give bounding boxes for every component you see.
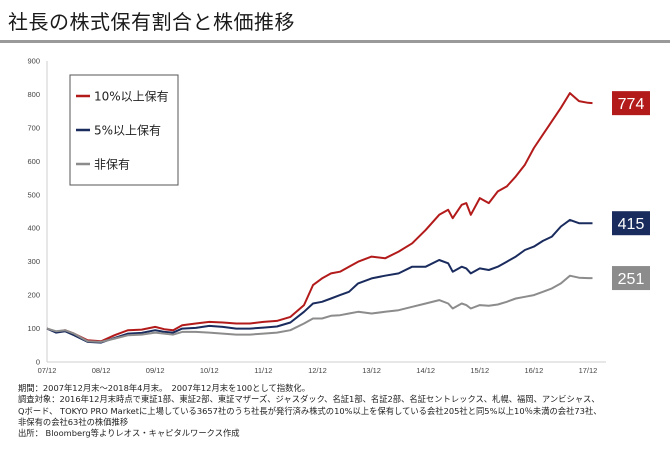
x-tick-label: 13/12 bbox=[362, 366, 381, 375]
legend-label: 非保有 bbox=[94, 158, 130, 172]
footnote-period: 期間：2007年12月末～2018年4月末。 2007年12月末を100として指… bbox=[18, 383, 311, 393]
y-tick-label: 100 bbox=[27, 324, 40, 333]
end-label-box bbox=[612, 91, 650, 116]
end-label-box bbox=[612, 211, 650, 236]
y-tick-label: 500 bbox=[27, 190, 40, 199]
footnote-scope-line2: Qボード、 TOKYO PRO Marketに上場している3657社のうち社長が… bbox=[18, 405, 602, 416]
x-tick-label: 12/12 bbox=[308, 366, 327, 375]
series-line bbox=[46, 218, 593, 344]
end-label-box bbox=[612, 266, 650, 291]
end-label-text: 415 bbox=[618, 216, 645, 233]
y-tick-label: 0 bbox=[36, 358, 40, 367]
x-tick-label: 08/12 bbox=[92, 366, 111, 375]
x-tick-label: 11/12 bbox=[254, 366, 272, 375]
x-tick-label: 07/12 bbox=[38, 366, 57, 375]
footnotes: 期間：2007年12月末～2018年4月末。 2007年12月末を100として指… bbox=[18, 383, 658, 439]
legend-label: 10%以上保有 bbox=[94, 90, 169, 104]
series-line bbox=[46, 274, 593, 343]
footnote-scope-line3: 非保有の会社63社の株価推移 bbox=[18, 416, 129, 427]
y-tick-label: 900 bbox=[27, 57, 40, 66]
x-tick-label: 15/12 bbox=[470, 366, 489, 375]
line-chart: 0 100 200 300 400 500 600 700 800 900 07/12 08/12 09… bbox=[27, 57, 650, 375]
y-tick-label: 400 bbox=[27, 224, 40, 233]
y-tick-label: 600 bbox=[27, 157, 40, 166]
x-tick-label: 17/12 bbox=[579, 366, 598, 375]
x-tick-label: 16/12 bbox=[524, 366, 543, 375]
footnote-scope-line1: 調査対象：2016年12月末時点で東証1部、東証2部、東証マザーズ、ジャスダック… bbox=[18, 394, 600, 405]
x-tick-label: 10/12 bbox=[200, 366, 219, 375]
footnote-source: 出所： Bloomberg等よりレオス・キャピタルワークス作成 bbox=[18, 428, 240, 439]
y-tick-label: 200 bbox=[27, 291, 40, 300]
y-tick-label: 800 bbox=[27, 90, 40, 99]
chart-axes: 0 100 200 300 400 500 600 700 800 900 07/12 08/12 09… bbox=[27, 57, 606, 375]
legend-label: 5%以上保有 bbox=[94, 124, 161, 138]
chart-series bbox=[46, 92, 593, 344]
series-line bbox=[46, 92, 593, 343]
x-tick-label: 14/12 bbox=[416, 366, 435, 375]
x-tick-label: 09/12 bbox=[146, 366, 165, 375]
page-title: 社長の株式保有割合と株価推移 bbox=[8, 10, 295, 34]
title-divider bbox=[0, 40, 670, 43]
y-tick-label: 300 bbox=[27, 257, 40, 266]
end-label-text: 251 bbox=[618, 271, 645, 288]
y-tick-label: 700 bbox=[27, 123, 40, 132]
end-label-text: 774 bbox=[618, 96, 645, 113]
end-value-labels: 774 415 251 bbox=[612, 91, 650, 291]
